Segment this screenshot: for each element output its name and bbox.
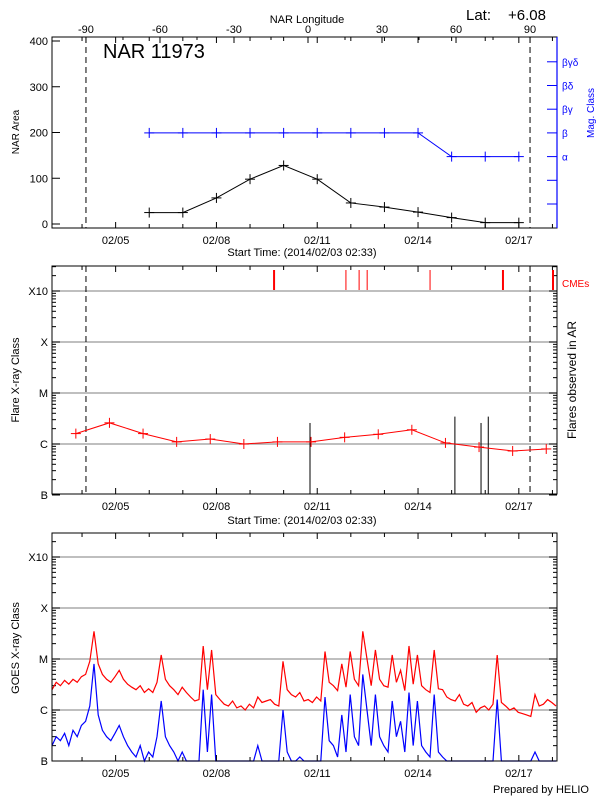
area-line xyxy=(149,164,519,224)
latitude-label: Lat: xyxy=(466,7,491,24)
y-tick-label: M xyxy=(39,388,48,400)
y-tick-label: X10 xyxy=(28,286,48,298)
top-x-tick-label: 60 xyxy=(450,24,462,36)
mag-class-tick-label: β xyxy=(562,129,568,140)
mag-class-tick-label: βγ xyxy=(562,105,573,116)
x-tick-label: 02/17 xyxy=(505,235,533,247)
y-tick-label: X xyxy=(41,603,49,615)
panel1-ylabel: NAR Area xyxy=(11,109,22,154)
y-tick-label: 200 xyxy=(30,128,48,140)
top-x-tick-label: -30 xyxy=(226,24,242,36)
panel2-frame xyxy=(51,265,558,495)
panel2-ylabel: Flare X-ray Class xyxy=(10,337,22,422)
y-tick-label: B xyxy=(41,490,48,502)
mag-class-tick-label: βγδ xyxy=(562,58,579,69)
x-tick-label: 02/08 xyxy=(203,501,231,513)
panel1-y2label: Mag. Class xyxy=(586,88,597,138)
x-tick-label: 02/11 xyxy=(304,501,331,513)
mag-class-tick-label: βδ xyxy=(562,82,574,93)
footer-credit: Prepared by HELIO xyxy=(493,784,589,796)
x-tick-label: 02/08 xyxy=(203,235,231,247)
x-tick-label: 02/05 xyxy=(102,235,130,247)
y-tick-label: 400 xyxy=(30,36,48,48)
x-tick-label: 02/14 xyxy=(404,235,432,247)
top-x-tick-label: -60 xyxy=(152,24,168,36)
y-tick-label: X xyxy=(41,337,49,349)
x-tick-label: 02/17 xyxy=(505,768,533,780)
mag-class-line xyxy=(149,132,519,158)
y-tick-label: M xyxy=(39,654,48,666)
y-tick-label: 100 xyxy=(30,173,48,185)
x-tick-label: 02/17 xyxy=(505,501,533,513)
cme-label: CMEs xyxy=(562,279,589,290)
panel3-frame xyxy=(51,532,558,762)
top-x-tick-label: 90 xyxy=(524,24,536,36)
latitude-value: +6.08 xyxy=(508,7,546,24)
y-tick-label: C xyxy=(40,439,48,451)
panel1-title: NAR 11973 xyxy=(103,41,205,63)
panel2-y2label: Flares observed in AR xyxy=(565,321,579,439)
x-tick-label: 02/08 xyxy=(203,768,231,780)
mag-class-tick-label: α xyxy=(562,153,568,164)
x-tick-label: 02/05 xyxy=(102,501,130,513)
panel1-xlabel: Start Time: (2014/02/03 02:33) xyxy=(227,247,376,259)
chart-marks: 0 100 200 300 400 -90 -60 -30 0 30 60 90 02/05 02/08 0… xyxy=(28,24,578,780)
goes-long-line xyxy=(51,631,557,718)
top-x-tick-label: 0 xyxy=(305,24,311,36)
y-tick-label: B xyxy=(41,756,48,768)
y-tick-label: 300 xyxy=(30,82,48,94)
panel2-xlabel: Start Time: (2014/02/03 02:33) xyxy=(227,515,376,527)
x-tick-label: 02/11 xyxy=(304,768,331,780)
x-tick-label: 02/14 xyxy=(404,501,432,513)
x-tick-label: 02/05 xyxy=(102,768,130,780)
y-tick-label: 0 xyxy=(42,219,48,231)
top-x-tick-label: 30 xyxy=(376,24,388,36)
x-tick-label: 02/14 xyxy=(404,768,432,780)
x-tick-label: 02/11 xyxy=(304,235,331,247)
panel3-ylabel: GOES X-ray Class xyxy=(10,602,22,694)
y-tick-label: X10 xyxy=(28,552,48,564)
y-tick-label: C xyxy=(40,705,48,717)
top-x-tick-label: -90 xyxy=(78,24,94,36)
top-axis-title: NAR Longitude xyxy=(270,14,345,26)
